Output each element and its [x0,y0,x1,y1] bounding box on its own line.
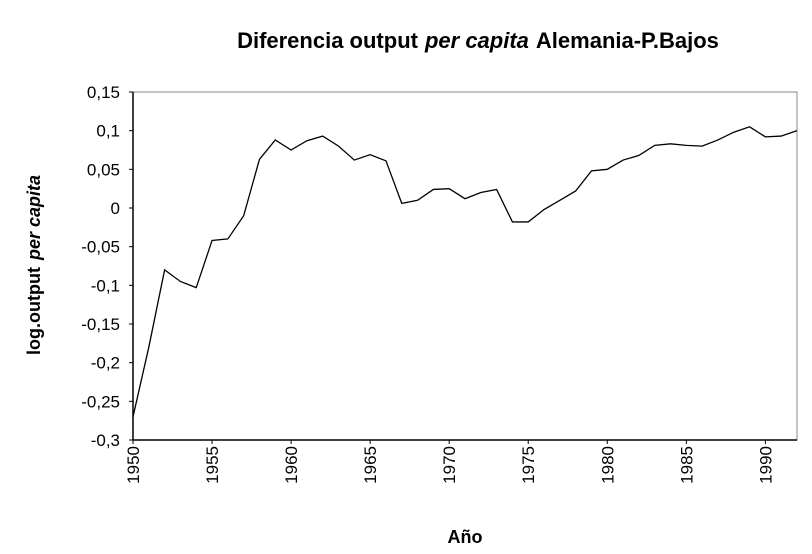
ylabel-part: log.output [24,267,44,355]
x-tick-label: 1955 [203,446,222,484]
y-tick-label: -0,1 [91,276,120,295]
data-line [132,126,798,417]
title-part: Diferencia output [237,28,419,53]
x-tick-label: 1990 [756,446,775,484]
x-tick-label: 1965 [361,446,380,484]
y-tick-label: -0,15 [81,315,120,334]
y-tick-label: 0,15 [87,83,120,102]
x-tick-label: 1960 [282,446,301,484]
y-tick-label: -0,25 [81,392,120,411]
x-axis-title: Año [448,527,483,547]
x-tick-label: 1950 [124,446,143,484]
title-part: per capita [424,28,529,53]
x-tick-label: 1975 [519,446,538,484]
y-tick-label: 0 [111,199,120,218]
chart-title: Diferencia output per capita Alemania-P.Ba… [237,28,719,53]
x-tick-label: 1985 [677,446,696,484]
y-tick-label: -0,05 [81,238,120,257]
y-tick-label: -0,2 [91,354,120,373]
y-axis-title: log.output per capita [24,175,44,355]
y-tick-label: 0,1 [96,122,120,141]
x-tick-label: 1970 [440,446,459,484]
plot-frame [132,91,798,441]
title-part: Alemania-P.Bajos [536,28,719,53]
y-tick-label: -0,3 [91,431,120,450]
ylabel-part: per capita [24,175,44,261]
y-tick-label: 0,05 [87,160,120,179]
x-tick-label: 1980 [598,446,617,484]
